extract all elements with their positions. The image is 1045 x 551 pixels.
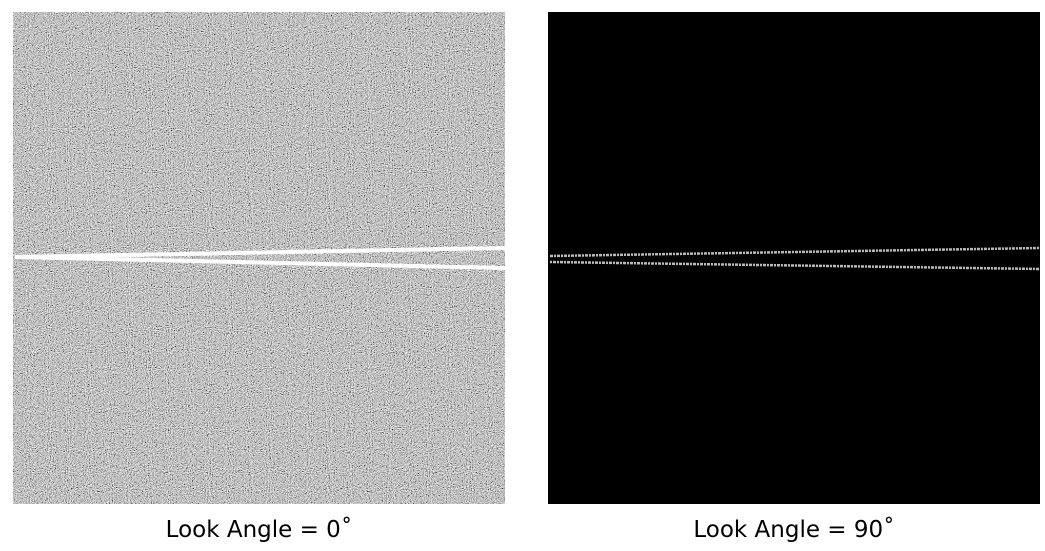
- caption: Look Angle = 90˚: [693, 516, 894, 543]
- wake-line: [549, 246, 1041, 258]
- wake-line: [14, 255, 506, 270]
- wake-line: [549, 260, 1041, 271]
- panel-left: [13, 12, 506, 504]
- panel-right: [548, 12, 1041, 504]
- wake-line: [14, 246, 506, 259]
- wake-apex: [15, 256, 40, 259]
- noise-texture: [548, 12, 1040, 504]
- caption: Look Angle = 0˚: [166, 516, 353, 543]
